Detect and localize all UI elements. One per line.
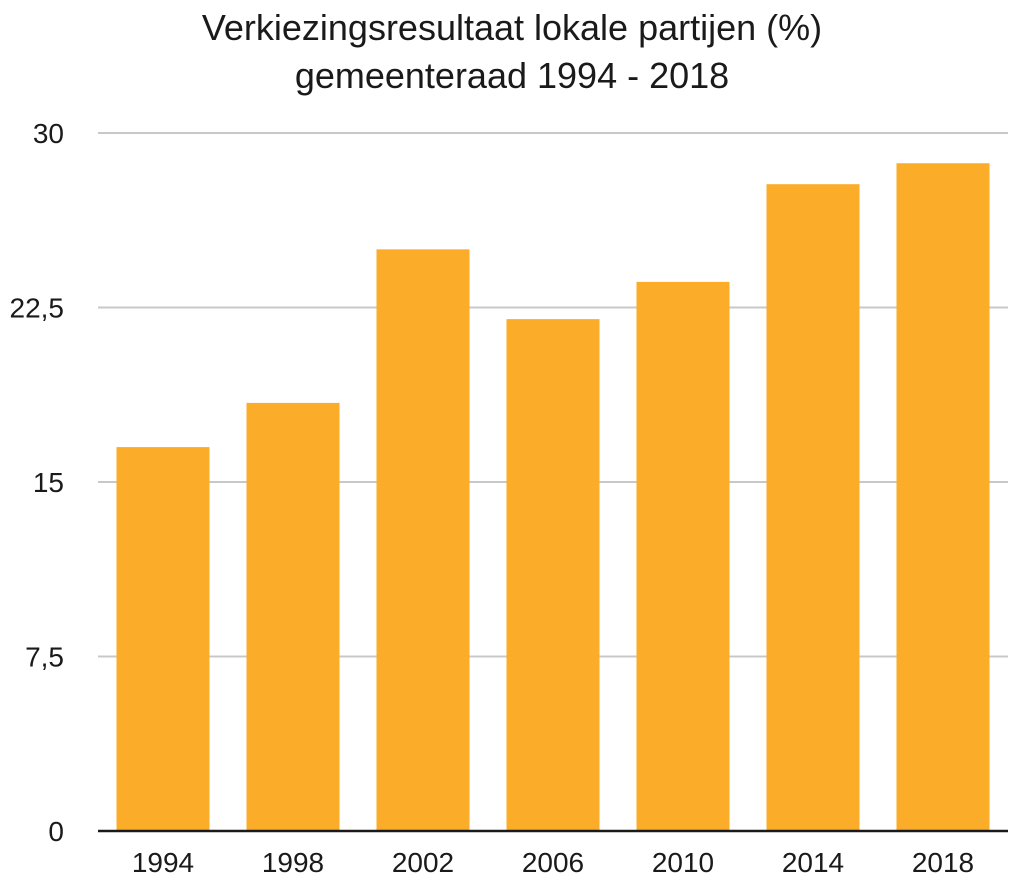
- x-tick-label-2006: 2006: [522, 847, 584, 878]
- y-tick-label: 0: [48, 816, 64, 847]
- y-tick-label: 15: [33, 467, 64, 498]
- x-axis-ticks: 1994 1998 2002 2006 2010 2014 2018: [132, 847, 974, 878]
- bar-2014: [766, 184, 860, 832]
- x-tick-label-2002: 2002: [392, 847, 454, 878]
- bar-2002: [376, 249, 470, 832]
- y-axis-ticks: 0 7,5 15 22,5 30: [10, 118, 65, 847]
- y-tick-label: 30: [33, 118, 64, 149]
- chart-title-line-2: gemeenteraad 1994 - 2018: [294, 55, 730, 96]
- bar-2006: [506, 319, 600, 831]
- bar-2018: [896, 163, 990, 831]
- bar-2010: [636, 281, 730, 831]
- y-tick-label: 7,5: [25, 642, 64, 673]
- x-tick-label-2014: 2014: [782, 847, 844, 878]
- chart-title-line-1: Verkiezingsresultaat lokale partijen (%): [201, 7, 823, 48]
- x-tick-label-1994: 1994: [132, 847, 194, 878]
- y-tick-label: 22,5: [10, 293, 65, 324]
- bar-1994: [116, 447, 210, 831]
- bars: [116, 163, 990, 832]
- x-tick-label-2018: 2018: [912, 847, 974, 878]
- bar-1998: [246, 402, 340, 831]
- x-tick-label-1998: 1998: [262, 847, 324, 878]
- x-tick-label-2010: 2010: [652, 847, 714, 878]
